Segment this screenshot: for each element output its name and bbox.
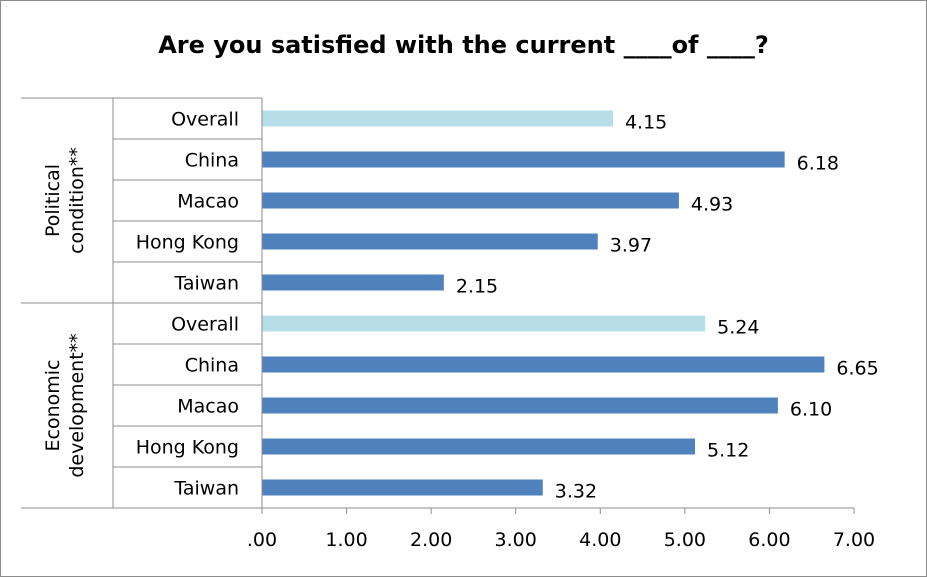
category-label: Hong Kong [136,232,239,254]
x-tick-label: 6.00 [748,529,790,551]
group-label-line: condition** [66,147,88,254]
bar [262,233,598,250]
data-label: 6.65 [836,358,878,380]
category-label: Overall [171,314,239,336]
group-label: Political condition** [42,147,88,254]
bar [262,356,825,373]
category-label: Hong Kong [136,437,239,459]
data-label: 5.12 [707,440,749,462]
bar [262,110,613,127]
x-tick-label: 7.00 [833,529,875,551]
bar [262,315,706,332]
x-tick-label: 4.00 [579,529,621,551]
x-tick-label: 1.00 [325,529,367,551]
group-label-line: Economic [42,360,64,452]
data-label: 3.32 [555,481,597,503]
group-label-line: Political [42,164,64,237]
data-label: 4.15 [625,112,667,134]
category-label: Overall [171,109,239,131]
category-label: China [185,150,239,172]
group-label-line: development** [66,333,88,477]
group-label: Economic development** [42,333,88,477]
data-label: 6.18 [797,153,839,175]
x-tick-label: 2.00 [410,529,452,551]
category-label: Taiwan [173,478,239,500]
data-label: 2.15 [456,276,498,298]
data-label: 3.97 [610,235,652,257]
data-label: 6.10 [790,399,832,421]
x-tick-label: 3.00 [495,529,537,551]
data-label: 5.24 [717,317,759,339]
bar [262,192,679,209]
bar [262,274,444,291]
bar [262,479,543,496]
category-label: Macao [177,191,239,213]
category-label: Macao [177,396,239,418]
x-tick-label: .00 [247,529,277,551]
x-tick-label: 5.00 [664,529,706,551]
data-label: 4.93 [691,194,733,216]
bar [262,438,696,455]
chart-title: Are you satisfied with the current ____o… [158,31,769,59]
bar [262,151,785,168]
category-label: China [185,355,239,377]
category-label: Taiwan [173,273,239,295]
bar [262,397,778,414]
